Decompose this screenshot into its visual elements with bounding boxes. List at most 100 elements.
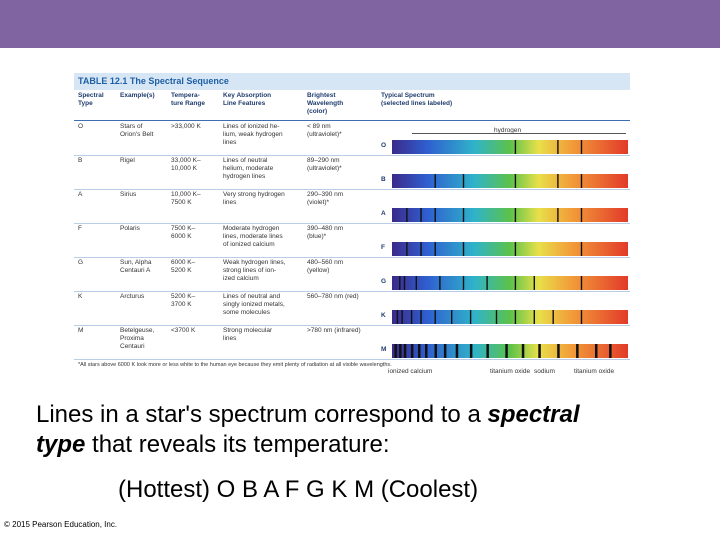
row-example: Rigel <box>120 157 135 164</box>
absorption-line <box>557 344 560 358</box>
absorption-line <box>396 310 399 324</box>
absorption-line <box>580 310 583 324</box>
row-temperature: 10,000 K– 7500 K <box>171 191 201 206</box>
row-temperature: 7500 K– 6000 K <box>171 225 196 240</box>
row-spectral-type: M <box>78 327 84 334</box>
spectrum-strip <box>392 174 628 188</box>
row-spectral-type: K <box>78 293 83 300</box>
absorption-line <box>514 242 517 256</box>
spectrum-strip <box>392 310 628 324</box>
absorption-line <box>552 310 554 324</box>
copyright-notice: © 2015 Pearson Education, Inc. <box>4 520 118 529</box>
absorption-line <box>557 208 559 222</box>
absorption-line <box>410 344 414 358</box>
spectrum-label: G <box>381 278 387 285</box>
absorption-line <box>514 310 517 324</box>
header-absorption-features: Key Absorption Line Features <box>223 92 272 107</box>
row-brightest-wavelength: 480–560 nm (yellow) <box>307 259 344 274</box>
absorption-line <box>486 276 488 290</box>
spectrum-label: O <box>381 142 387 149</box>
absorption-line <box>521 344 525 358</box>
row-divider <box>74 189 630 190</box>
absorption-line <box>418 344 421 358</box>
row-spectral-type: B <box>78 157 83 164</box>
absorption-line <box>439 276 441 290</box>
row-temperature: <3700 K <box>171 327 196 334</box>
absorption-line <box>434 208 436 222</box>
absorption-line <box>462 208 465 222</box>
absorption-line <box>557 174 559 188</box>
spectrum-strip <box>392 344 628 358</box>
absorption-line <box>399 276 401 290</box>
spectrum-label: F <box>381 244 385 251</box>
caption-line1-text: Lines in a star's spectrum correspond to… <box>36 401 488 428</box>
slide-caption: Lines in a star's spectrum correspond to… <box>36 400 696 460</box>
absorption-line <box>443 344 447 358</box>
row-example: Sirius <box>120 191 137 198</box>
absorption-line <box>394 344 397 358</box>
row-spectral-type: F <box>78 225 82 232</box>
absorption-line <box>410 310 413 324</box>
absorption-line <box>580 208 583 222</box>
header-divider <box>74 120 630 121</box>
row-example: Arcturus <box>120 293 145 300</box>
row-brightest-wavelength: 390–480 nm (blue)* <box>307 225 344 240</box>
spectrum-strip <box>392 242 628 256</box>
row-brightest-wavelength: 560–780 nm (red) <box>307 293 359 300</box>
row-absorption-features: Lines of neutral and singly ionized meta… <box>223 293 285 316</box>
row-divider <box>74 223 630 224</box>
row-example: Polaris <box>120 225 140 232</box>
header-brightest-wavelength: Brightest Wavelength (color) <box>307 92 344 115</box>
caption-spectral-emphasis: spectral <box>487 401 580 428</box>
absorption-line <box>505 344 508 358</box>
ionized-calcium-label: ionized calcium <box>388 368 433 375</box>
absorption-line <box>420 242 422 256</box>
absorption-line <box>609 344 612 358</box>
table-footnote: *All stars above 6000 K look more or les… <box>78 362 392 368</box>
header-examples: Example(s) <box>120 92 155 99</box>
row-brightest-wavelength: >780 nm (infrared) <box>307 327 361 334</box>
header-typical-spectrum: Typical Spectrum (selected lines labeled… <box>381 92 453 107</box>
absorption-line <box>538 344 541 358</box>
row-example: Stars of Orion's Belt <box>120 123 154 138</box>
row-absorption-features: Strong molecular lines <box>223 327 273 342</box>
absorption-line <box>462 276 465 290</box>
spectrum-strip <box>392 276 628 290</box>
absorption-line <box>403 276 406 290</box>
absorption-line <box>451 310 453 324</box>
row-absorption-features: Moderate hydrogen lines, moderate lines … <box>223 225 283 248</box>
header-temperature: Tempera- ture Range <box>171 92 205 107</box>
caption-line2-text: that reveals its temperature: <box>85 431 390 458</box>
absorption-line <box>401 310 403 324</box>
absorption-line <box>580 276 583 290</box>
row-temperature: 33,000 K– 10,000 K <box>171 157 201 172</box>
absorption-line <box>420 208 422 222</box>
absorption-line <box>580 140 583 154</box>
titanium-oxide-label-2: titanium oxide <box>574 368 615 375</box>
titanium-oxide-label-1: titanium oxide <box>490 368 531 375</box>
spectrum-strip <box>392 208 628 222</box>
row-spectral-type: G <box>78 259 84 266</box>
row-absorption-features: Lines of neutral helium, moderate hydrog… <box>223 157 274 180</box>
row-example: Betelgeuse, Proxima Centauri <box>120 327 155 350</box>
row-brightest-wavelength: 290–390 nm (violet)* <box>307 191 344 206</box>
caption-sequence: (Hottest) O B A F G K M (Coolest) <box>118 476 479 503</box>
row-divider <box>74 155 630 156</box>
absorption-line <box>495 310 498 324</box>
absorption-line <box>425 344 428 358</box>
absorption-line <box>434 310 436 324</box>
row-example: Sun, Alpha Centauri A <box>120 259 152 274</box>
absorption-line <box>514 140 517 154</box>
absorption-line <box>462 174 465 188</box>
absorption-line <box>399 344 402 358</box>
row-absorption-features: Very strong hydrogen lines <box>223 191 285 206</box>
absorption-line <box>533 310 535 324</box>
absorption-line <box>434 174 436 188</box>
slide-header-bar <box>0 0 720 48</box>
row-brightest-wavelength: < 89 nm (ultraviolet)* <box>307 123 342 138</box>
absorption-line <box>576 344 579 358</box>
row-temperature: >33,000 K <box>171 123 201 130</box>
row-spectral-type: O <box>78 123 84 130</box>
sodium-label: sodium <box>534 368 555 375</box>
absorption-line <box>580 242 583 256</box>
